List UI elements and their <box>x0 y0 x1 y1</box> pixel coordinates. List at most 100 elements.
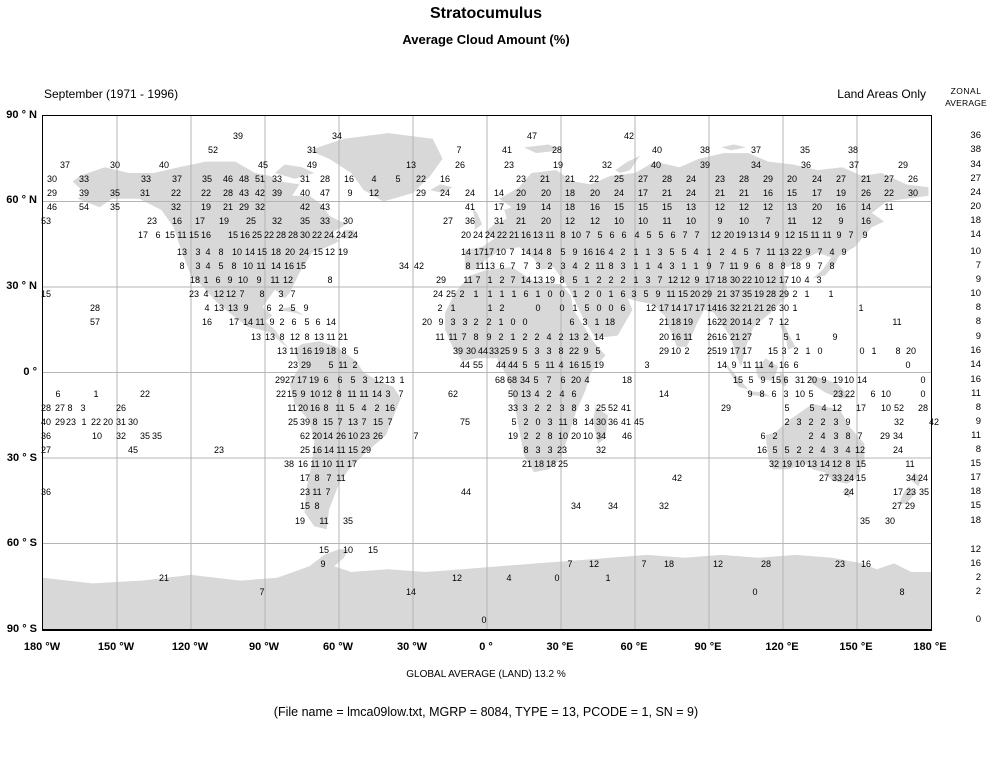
grid-value: 26 <box>335 431 347 441</box>
grid-value: 42 <box>413 261 425 271</box>
grid-value: 0 <box>920 389 926 399</box>
grid-value: 6 <box>571 389 577 399</box>
grid-value: 3 <box>450 317 456 327</box>
grid-value: 3 <box>385 389 391 399</box>
grid-value: 0 <box>859 346 865 356</box>
grid-value: 15 <box>855 473 867 483</box>
continent-shape <box>430 184 453 193</box>
grid-value: 20 <box>570 375 582 385</box>
grid-value: 18 <box>564 202 576 212</box>
grid-value: 20 <box>786 174 798 184</box>
grid-value: 29 <box>762 174 774 184</box>
grid-value: 14 <box>322 431 334 441</box>
grid-value: 15 <box>786 188 798 198</box>
grid-value: 23 <box>146 216 158 226</box>
grid-value: 10 <box>237 275 249 285</box>
grid-value: 4 <box>546 332 552 342</box>
grid-value: 8 <box>279 332 285 342</box>
grid-value: 3 <box>195 247 201 257</box>
grid-value: 11 <box>666 289 676 299</box>
grid-value: 21 <box>714 188 726 198</box>
grid-value: 20 <box>297 403 309 413</box>
grid-value: 24 <box>335 230 347 240</box>
x-axis-tick-label: 90 °W <box>248 641 280 653</box>
grid-value: 34 <box>905 473 917 483</box>
grid-value: 38 <box>283 459 295 469</box>
continent-shape <box>524 144 561 154</box>
grid-value: 31 <box>139 188 151 198</box>
grid-value: 2 <box>596 275 602 285</box>
grid-value: 3 <box>781 346 787 356</box>
grid-value: 7 <box>461 332 467 342</box>
grid-value: 35 <box>918 487 930 497</box>
grid-value: 1 <box>871 346 877 356</box>
grid-value: 6 <box>755 261 761 271</box>
grid-value: 8 <box>899 587 905 597</box>
grid-value: 2 <box>459 289 465 299</box>
grid-value: 2 <box>755 317 761 327</box>
grid-value: 17 <box>892 487 904 497</box>
grid-value: 37 <box>729 289 741 299</box>
grid-value: 3 <box>796 417 802 427</box>
grid-value: 4 <box>204 303 210 313</box>
grid-value: 15 <box>299 501 311 511</box>
grid-value: 21 <box>729 332 741 342</box>
grid-value: 27 <box>284 375 296 385</box>
grid-value: 4 <box>820 431 826 441</box>
grid-value: 15 <box>855 459 867 469</box>
grid-value: 19 <box>308 375 320 385</box>
grid-value: 68 <box>494 375 506 385</box>
grid-value: 9 <box>227 275 233 285</box>
grid-value: 10 <box>570 230 582 240</box>
grid-value: 13 <box>484 261 496 271</box>
grid-value: 25 <box>595 403 607 413</box>
grid-value: 15 <box>318 545 330 555</box>
grid-value: 18 <box>545 459 557 469</box>
grid-value: 9 <box>747 389 753 399</box>
grid-value: 1 <box>511 289 517 299</box>
grid-value: 10 <box>790 275 802 285</box>
grid-value: 2 <box>793 346 799 356</box>
grid-value: 47 <box>526 131 538 141</box>
grid-value: 17 <box>637 188 649 198</box>
grid-value: 5 <box>748 375 754 385</box>
grid-value: 5 <box>658 230 664 240</box>
grid-value: 40 <box>40 417 52 427</box>
grid-value: 8 <box>341 346 347 356</box>
grid-value: 28 <box>319 174 331 184</box>
grid-value: 5 <box>218 261 224 271</box>
grid-value: 3 <box>535 261 541 271</box>
grid-value: 15 <box>40 289 52 299</box>
grid-value: 10 <box>347 431 359 441</box>
grid-value: 36 <box>40 487 52 497</box>
grid-value: 23 <box>299 487 311 497</box>
zonal-average-value: 9 <box>975 274 981 285</box>
grid-value: 33 <box>831 473 843 483</box>
grid-value: 12 <box>589 216 601 226</box>
grid-value: 17 <box>694 303 706 313</box>
grid-value: 14 <box>242 317 254 327</box>
grid-value: 15 <box>767 346 779 356</box>
grid-value: 14 <box>460 247 472 257</box>
grid-value: 4 <box>657 261 663 271</box>
grid-value: 1 <box>572 303 578 313</box>
grid-value: 20 <box>905 346 917 356</box>
grid-value: 1 <box>450 303 456 313</box>
x-axis-tick-label: 150 °W <box>97 641 135 653</box>
grid-value: 10 <box>880 403 892 413</box>
grid-value: 8 <box>259 289 265 299</box>
grid-value: 5 <box>743 247 749 257</box>
y-axis-tick-label: 90 ° N <box>6 109 37 121</box>
grid-value: 8 <box>312 417 318 427</box>
grid-value: 22 <box>200 188 212 198</box>
grid-value: 4 <box>205 247 211 257</box>
grid-value: 11 <box>662 216 672 226</box>
grid-value: 27 <box>40 445 52 455</box>
grid-value: 3 <box>80 403 86 413</box>
grid-value: 14 <box>593 332 605 342</box>
grid-value: 11 <box>822 230 832 240</box>
grid-value: 14 <box>532 247 544 257</box>
grid-value: 9 <box>743 261 749 271</box>
grid-value: 48 <box>238 174 250 184</box>
grid-value: 11 <box>255 317 265 327</box>
